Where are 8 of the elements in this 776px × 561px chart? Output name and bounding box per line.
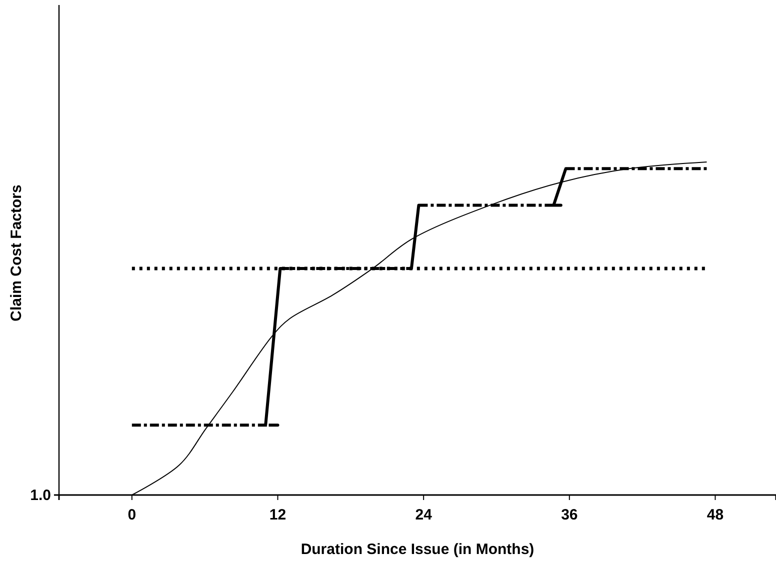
x-axis-title: Duration Since Issue (in Months): [300, 541, 534, 558]
x-tick-label: 36: [561, 506, 578, 524]
x-tick-label: 12: [269, 506, 286, 524]
x-tick-label: 0: [128, 506, 136, 524]
text: 1.0: [30, 487, 51, 504]
x-tick-label: 24: [415, 506, 433, 524]
x-tick-label: 48: [706, 506, 724, 524]
y-axis-title: Claim Cost Factors: [8, 184, 25, 322]
